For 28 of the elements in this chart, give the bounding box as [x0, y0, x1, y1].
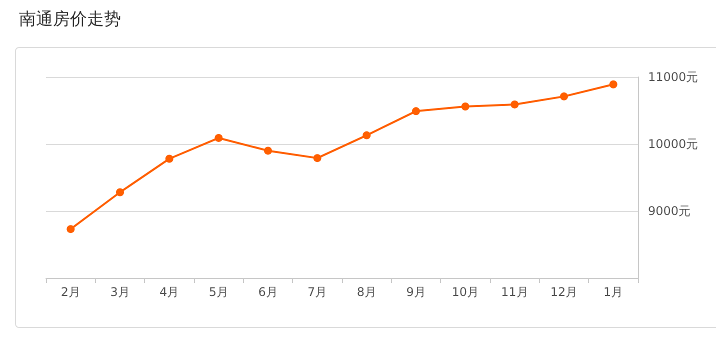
x-tick-label: 4月 [160, 285, 180, 299]
point [560, 92, 568, 100]
x-tick-label: 9月 [406, 285, 426, 299]
y-tick-label: 11000元 [648, 70, 698, 84]
point [264, 146, 272, 155]
point [461, 102, 470, 110]
point [165, 154, 174, 163]
x-tick-label: 11月 [501, 285, 528, 299]
point [510, 100, 519, 108]
x-tick-label: 5月 [208, 285, 228, 299]
point [116, 188, 124, 196]
x-tick-label: 1月 [604, 285, 624, 299]
x-tick-label: 3月 [110, 285, 130, 299]
chart-title: 南通房价走势 [19, 10, 121, 30]
point [362, 131, 371, 140]
point [313, 154, 322, 162]
x-tick-label: 6月 [258, 285, 278, 299]
x-tick-label: 10月 [452, 285, 479, 299]
x-tick-label: 12月 [550, 285, 578, 299]
y-tick-label: 10000元 [648, 137, 698, 151]
point [609, 80, 618, 88]
point [214, 134, 223, 142]
x-tick-label: 8月 [356, 285, 376, 299]
y-tick-label: 9000元 [648, 204, 691, 218]
point [66, 225, 75, 234]
point [412, 107, 420, 116]
x-tick-label: 2月 [60, 285, 80, 299]
x-tick-label: 7月 [308, 285, 328, 299]
